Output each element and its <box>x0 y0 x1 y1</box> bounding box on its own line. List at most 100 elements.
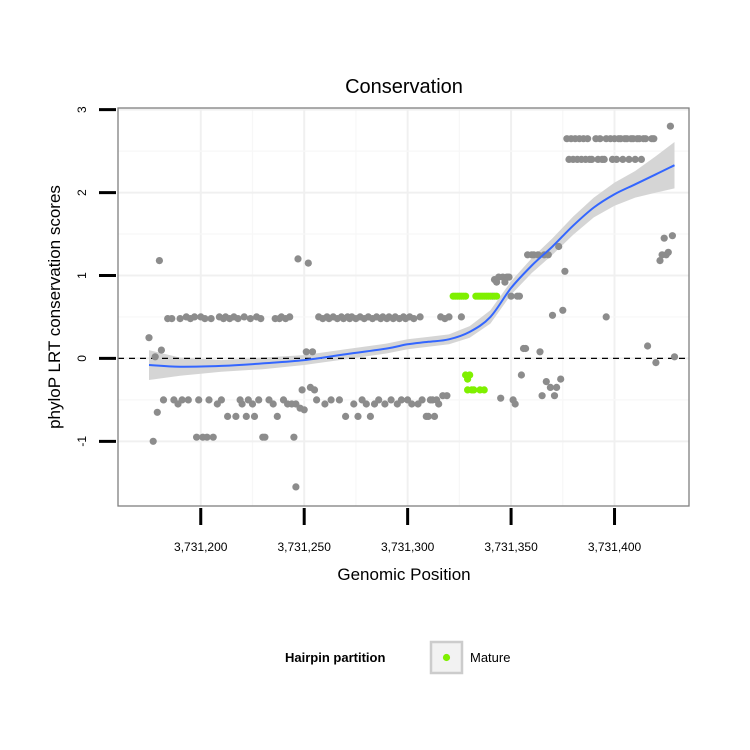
smooth-fit-line <box>148 164 675 368</box>
point-other <box>168 315 176 323</box>
point-other <box>269 400 277 408</box>
plot-background <box>118 108 689 506</box>
point-other <box>548 311 557 319</box>
point-other <box>445 313 453 321</box>
point-other <box>321 400 329 408</box>
smooth-fit-layer <box>148 164 675 368</box>
x-tick-label: 3,731,300 <box>381 540 435 554</box>
point-other <box>613 155 621 163</box>
point-other <box>602 313 610 321</box>
point-other <box>656 257 664 265</box>
point-other <box>207 315 215 323</box>
chart-title: Conservation <box>345 76 463 98</box>
point-other <box>666 122 675 130</box>
point-other <box>242 412 250 420</box>
point-other <box>668 232 677 240</box>
point-other <box>536 348 544 356</box>
point-other <box>387 396 395 404</box>
y-tick-label: 1 <box>75 272 89 279</box>
point-other <box>354 412 362 420</box>
point-other <box>205 396 213 404</box>
point-other <box>546 383 555 391</box>
point-other <box>304 259 312 267</box>
point-other <box>300 406 308 414</box>
point-other <box>238 400 246 408</box>
point-other <box>507 292 515 300</box>
legend-title: Hairpin partition <box>285 650 385 665</box>
point-other <box>203 433 211 441</box>
point-other <box>155 257 163 265</box>
point-other <box>538 392 546 400</box>
point-other <box>637 155 646 163</box>
point-other <box>240 313 248 321</box>
point-other <box>511 400 519 408</box>
point-other <box>522 344 530 353</box>
point-other <box>313 396 321 404</box>
point-other <box>505 273 513 281</box>
x-tick-label: 3,731,400 <box>588 540 642 554</box>
point-other <box>381 400 389 408</box>
point-mature <box>470 386 478 394</box>
point-other <box>151 353 159 361</box>
point-other <box>600 155 608 163</box>
point-mature <box>480 386 488 394</box>
point-mature <box>466 371 474 379</box>
point-other <box>660 234 668 242</box>
point-other <box>298 386 306 394</box>
y-tick-label: 3 <box>75 106 89 113</box>
point-other <box>234 315 242 323</box>
point-other <box>457 313 465 321</box>
point-other <box>292 483 300 491</box>
point-other <box>195 396 203 404</box>
point-other <box>584 135 592 143</box>
x-tick-label: 3,731,200 <box>174 540 228 554</box>
point-other <box>261 433 269 441</box>
point-other <box>257 315 265 323</box>
point-other <box>559 306 567 314</box>
point-other <box>550 392 559 400</box>
point-other <box>224 412 232 420</box>
point-other <box>664 248 672 256</box>
point-other <box>644 342 652 350</box>
point-other <box>248 400 257 408</box>
point-other <box>561 267 569 275</box>
point-other <box>308 348 317 356</box>
point-other <box>652 359 660 367</box>
point-other <box>232 412 240 420</box>
y-axis-title: phyloP LRT conservation scores <box>45 185 64 429</box>
point-other <box>397 396 405 404</box>
x-axis-title: Genomic Position <box>337 565 470 584</box>
point-other <box>153 408 161 416</box>
point-other <box>193 433 201 441</box>
point-other <box>302 348 310 356</box>
y-tick-label: 0 <box>75 355 89 362</box>
plot-border <box>117 107 690 507</box>
point-other <box>410 315 418 323</box>
point-other <box>555 242 563 251</box>
point-other <box>273 412 281 420</box>
y-axis: -1 0 1 2 3 <box>75 106 116 447</box>
point-other <box>190 313 199 321</box>
point-other <box>366 412 374 420</box>
point-other <box>375 396 383 404</box>
x-tick-label: 3,731,350 <box>484 540 538 554</box>
point-other <box>515 292 524 300</box>
point-other <box>631 155 639 163</box>
point-other <box>418 396 426 404</box>
point-other <box>517 371 526 379</box>
point-other <box>424 412 432 420</box>
point-other <box>310 386 319 394</box>
point-other <box>534 251 542 259</box>
x-tick-label: 3,731,250 <box>278 540 332 554</box>
point-other <box>362 400 370 408</box>
legend: Hairpin partition Mature <box>285 640 510 675</box>
point-other <box>350 400 358 408</box>
point-other <box>430 412 439 420</box>
point-other <box>553 383 561 391</box>
point-other <box>596 135 604 143</box>
point-other <box>443 392 451 400</box>
legend-label-mature: Mature <box>470 650 510 665</box>
point-other <box>149 437 157 445</box>
points-layer <box>145 122 679 491</box>
